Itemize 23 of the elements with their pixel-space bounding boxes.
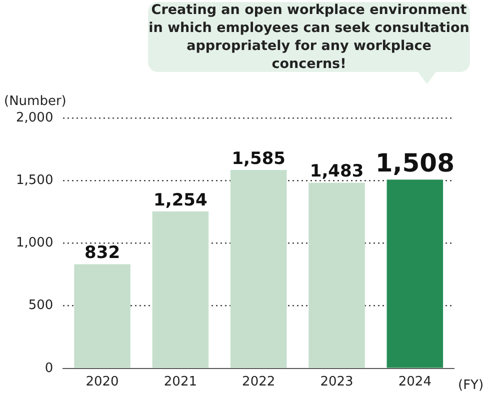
data-label: 1,254	[154, 190, 208, 210]
y-tick-label: 0	[44, 360, 54, 376]
bar	[308, 182, 365, 368]
x-tick-label: 2024	[398, 374, 432, 390]
x-tick-label: 2022	[242, 374, 276, 390]
data-label: 1,585	[232, 148, 286, 169]
data-label: 1,483	[310, 162, 364, 182]
y-tick-label: 2,000	[16, 110, 54, 126]
y-tick-label: 500	[28, 298, 54, 314]
data-label: 832	[84, 243, 120, 264]
y-axis-title: (Number)	[4, 94, 66, 109]
bar	[152, 211, 209, 368]
bar	[74, 264, 130, 368]
data-label: 1,508	[375, 148, 454, 178]
x-axis-title: (FY)	[458, 378, 484, 393]
text: Creating an open workplace environment in which employees can seek consultation appropriately for any workplace concerns!	[148, 2, 470, 72]
x-tick-label: 2023	[320, 374, 354, 390]
y-tick-label: 1,000	[16, 236, 54, 251]
bar	[230, 170, 287, 368]
y-tick-label: 1,500	[16, 172, 54, 188]
bar	[386, 180, 444, 368]
x-tick-label: 2020	[86, 374, 119, 390]
x-tick-label: 2021	[164, 374, 197, 390]
